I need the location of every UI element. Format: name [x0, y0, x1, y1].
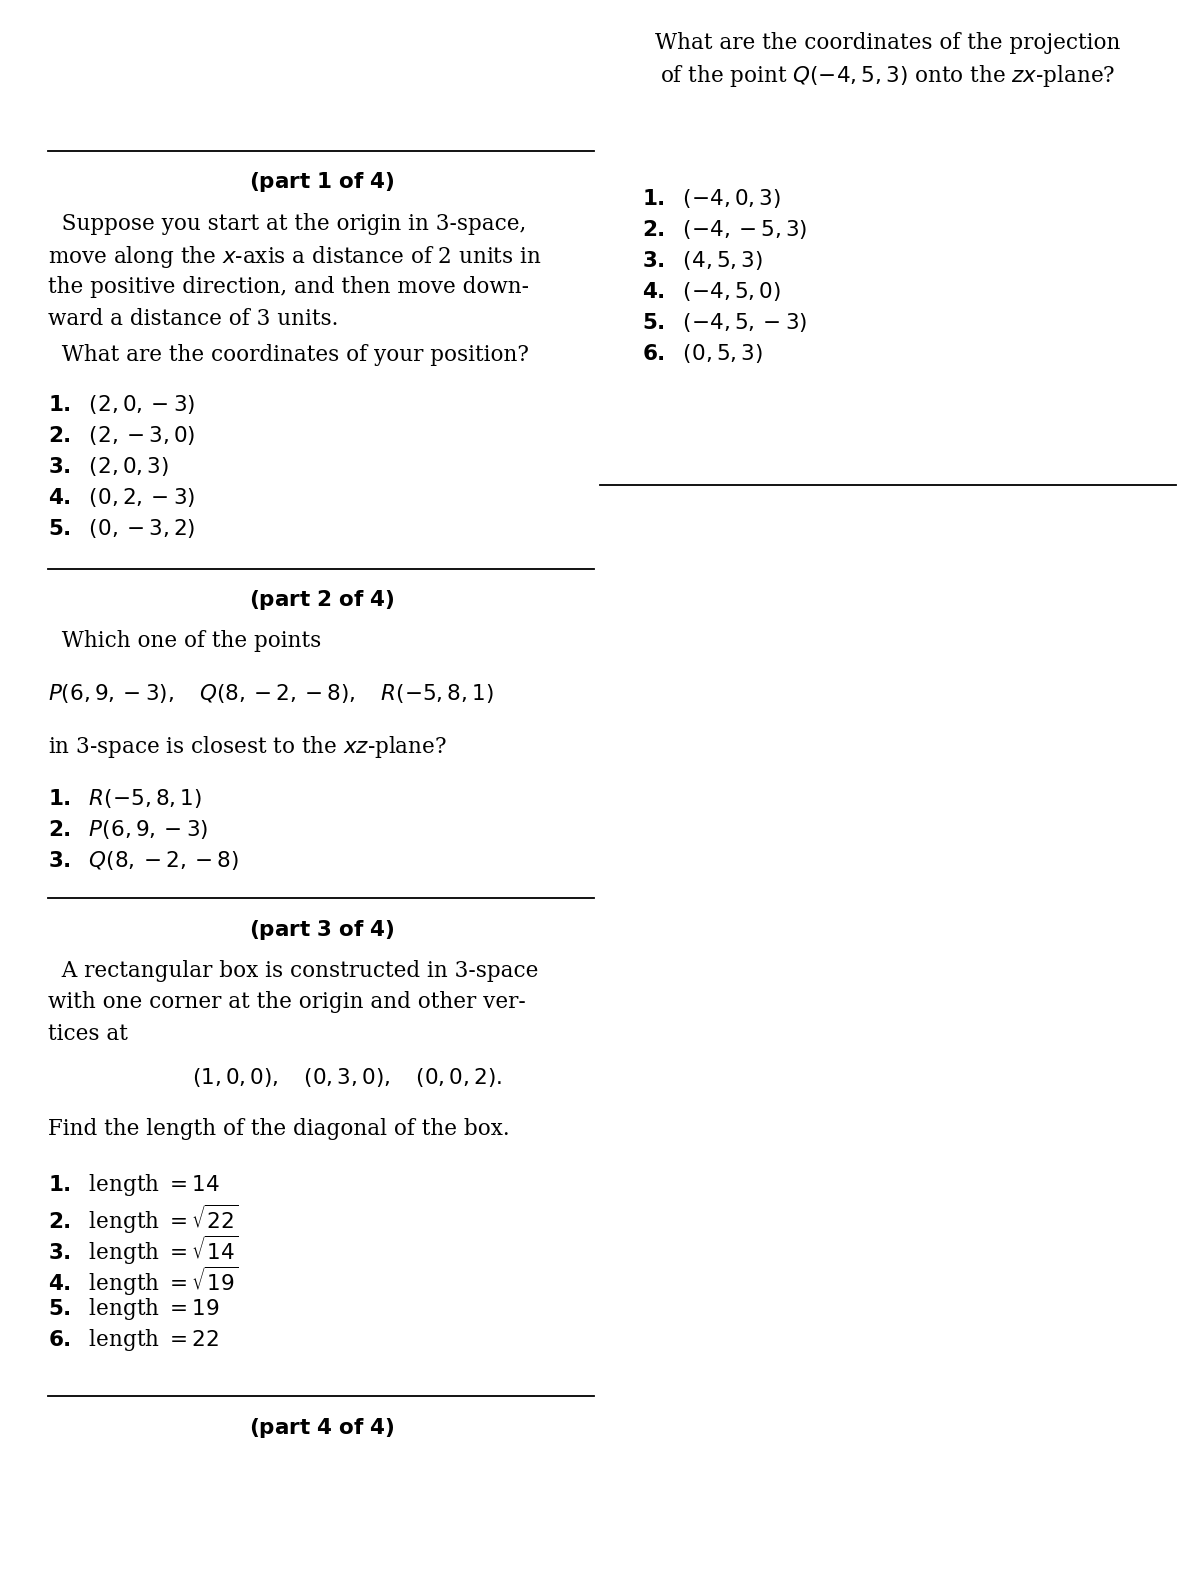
Text: $\mathbf{3.}$  length $= \sqrt{14}$: $\mathbf{3.}$ length $= \sqrt{14}$	[48, 1234, 239, 1267]
Text: Which one of the points: Which one of the points	[48, 630, 322, 652]
Text: $\mathbf{3.}$  $(2, 0, 3)$: $\mathbf{3.}$ $(2, 0, 3)$	[48, 455, 169, 479]
Text: in 3-space is closest to the $xz$-plane?: in 3-space is closest to the $xz$-plane?	[48, 734, 446, 760]
Text: with one corner at the origin and other ver-: with one corner at the origin and other …	[48, 991, 526, 1013]
Text: $\mathbf{4.}$  $(-4, 5, 0)$: $\mathbf{4.}$ $(-4, 5, 0)$	[642, 279, 781, 303]
Text: ward a distance of 3 units.: ward a distance of 3 units.	[48, 308, 338, 330]
Text: $\mathbf{5.}$  $(-4, 5, -3)$: $\mathbf{5.}$ $(-4, 5, -3)$	[642, 311, 808, 335]
Text: $\bf{(part\ 1\ of\ 4)}$: $\bf{(part\ 1\ of\ 4)}$	[248, 170, 395, 193]
Text: $\mathbf{4.}$  length $= \sqrt{19}$: $\mathbf{4.}$ length $= \sqrt{19}$	[48, 1266, 239, 1297]
Text: Suppose you start at the origin in 3-space,: Suppose you start at the origin in 3-spa…	[48, 213, 527, 235]
Text: $\mathbf{6.}$  $(0, 5, 3)$: $\mathbf{6.}$ $(0, 5, 3)$	[642, 341, 763, 365]
Text: $\mathbf{3.}$  $Q(8, -2, -8)$: $\mathbf{3.}$ $Q(8, -2, -8)$	[48, 849, 239, 872]
Text: $\mathbf{5.}$  $(0, -3, 2)$: $\mathbf{5.}$ $(0, -3, 2)$	[48, 517, 196, 541]
Text: $\bf{(part\ 2\ of\ 4)}$: $\bf{(part\ 2\ of\ 4)}$	[248, 588, 395, 612]
Text: the positive direction, and then move down-: the positive direction, and then move do…	[48, 276, 529, 298]
Text: $\mathbf{1.}$  $(2, 0, -3)$: $\mathbf{1.}$ $(2, 0, -3)$	[48, 393, 196, 417]
Text: $P(6, 9, -3), \quad Q(8, -2, -8), \quad R(-5, 8, 1)$: $P(6, 9, -3), \quad Q(8, -2, -8), \quad …	[48, 682, 493, 706]
Text: $\mathbf{2.}$  $(2, -3, 0)$: $\mathbf{2.}$ $(2, -3, 0)$	[48, 423, 196, 447]
Text: $\mathbf{3.}$  $(4, 5, 3)$: $\mathbf{3.}$ $(4, 5, 3)$	[642, 249, 763, 273]
Text: move along the $x$-axis a distance of 2 units in: move along the $x$-axis a distance of 2 …	[48, 244, 541, 270]
Text: tices at: tices at	[48, 1023, 128, 1045]
Text: $\mathbf{2.}$  length $= \sqrt{22}$: $\mathbf{2.}$ length $= \sqrt{22}$	[48, 1202, 239, 1235]
Text: $\mathbf{2.}$  $(-4, -5, 3)$: $\mathbf{2.}$ $(-4, -5, 3)$	[642, 217, 808, 241]
Text: What are the coordinates of your position?: What are the coordinates of your positio…	[48, 344, 529, 366]
Text: $\mathbf{4.}$  $(0, 2, -3)$: $\mathbf{4.}$ $(0, 2, -3)$	[48, 485, 196, 509]
Text: Find the length of the diagonal of the box.: Find the length of the diagonal of the b…	[48, 1118, 510, 1140]
Text: $\bf{(part\ 3\ of\ 4)}$: $\bf{(part\ 3\ of\ 4)}$	[248, 918, 395, 942]
Text: $\mathbf{1.}$  $(-4, 0, 3)$: $\mathbf{1.}$ $(-4, 0, 3)$	[642, 187, 781, 211]
Text: $\mathbf{1.}$  $R(-5, 8, 1)$: $\mathbf{1.}$ $R(-5, 8, 1)$	[48, 787, 202, 810]
Text: of the point $Q(-4, 5, 3)$ onto the $zx$-plane?: of the point $Q(-4, 5, 3)$ onto the $zx$…	[660, 63, 1116, 89]
Text: $\bf{(part\ 4\ of\ 4)}$: $\bf{(part\ 4\ of\ 4)}$	[248, 1416, 395, 1440]
Text: What are the coordinates of the projection: What are the coordinates of the projecti…	[655, 32, 1121, 54]
Text: $\mathbf{1.}$  length $= 14$: $\mathbf{1.}$ length $= 14$	[48, 1172, 220, 1197]
Text: $\mathbf{2.}$  $P(6, 9, -3)$: $\mathbf{2.}$ $P(6, 9, -3)$	[48, 818, 209, 841]
Text: $\mathbf{6.}$  length $= 22$: $\mathbf{6.}$ length $= 22$	[48, 1326, 220, 1353]
Text: $(1, 0, 0), \quad (0, 3, 0), \quad (0, 0, 2).$: $(1, 0, 0), \quad (0, 3, 0), \quad (0, 0…	[192, 1066, 502, 1090]
Text: A rectangular box is constructed in 3-space: A rectangular box is constructed in 3-sp…	[48, 960, 539, 982]
Text: $\mathbf{5.}$  length $= 19$: $\mathbf{5.}$ length $= 19$	[48, 1296, 220, 1321]
